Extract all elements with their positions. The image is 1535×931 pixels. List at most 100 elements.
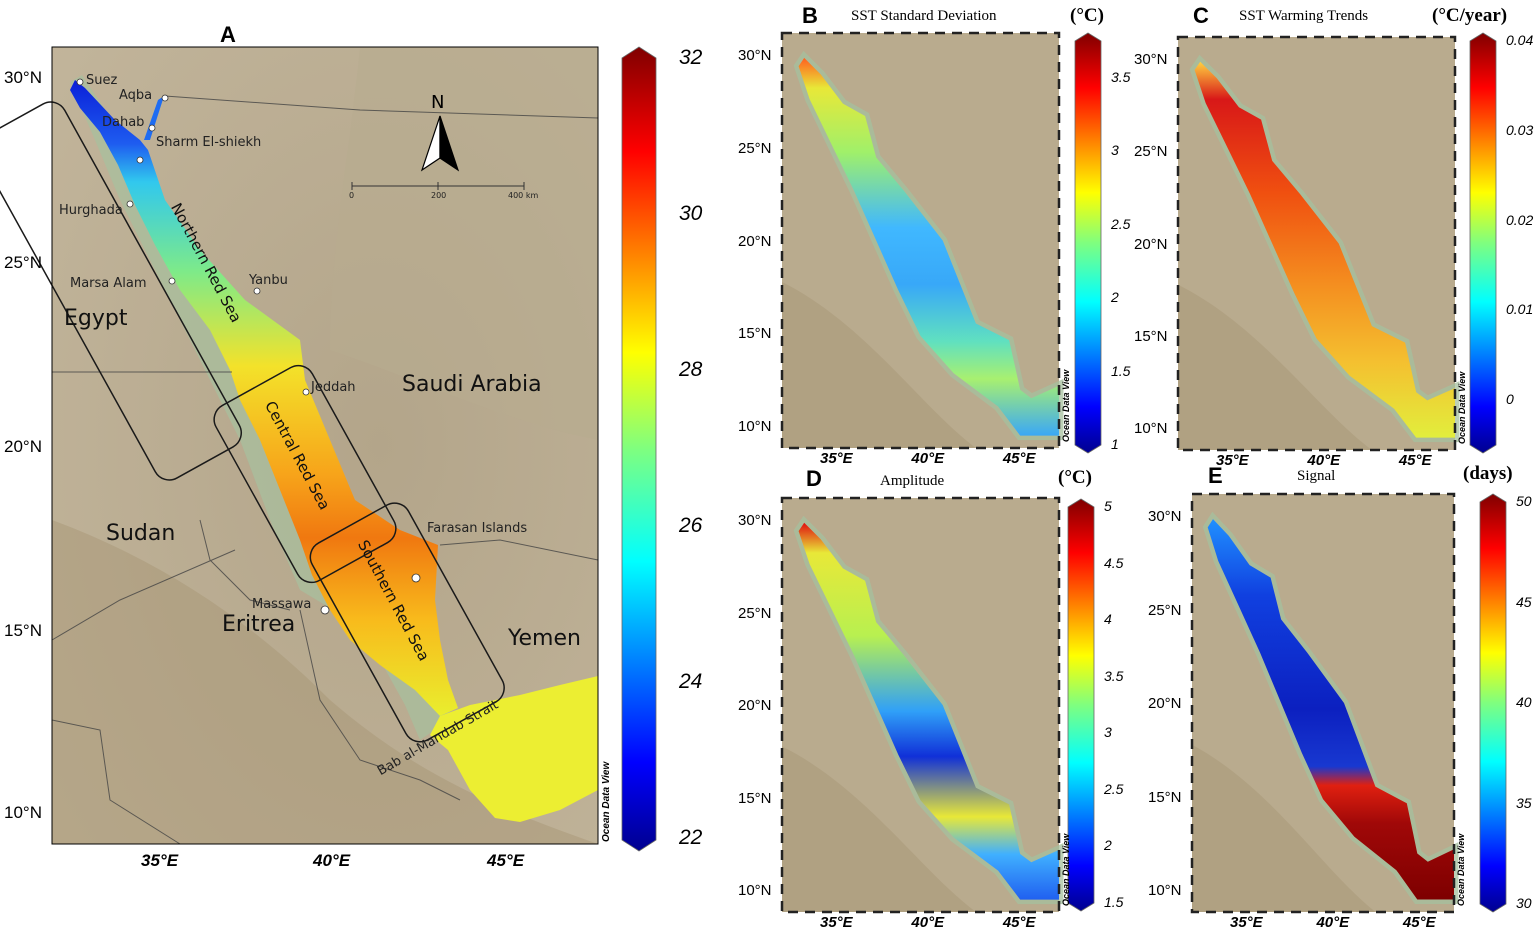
- panel-a-colorbar: [621, 46, 657, 852]
- place-suez: Suez: [86, 73, 118, 88]
- panel-c-lat-3: 15°N: [1134, 327, 1168, 345]
- panel-e-cbar-tick-4: 30: [1516, 895, 1532, 911]
- panel-b-map: [780, 31, 1064, 450]
- panel-b-cbar-tick-2: 2.5: [1111, 215, 1131, 232]
- place-massawa: Massawa: [252, 597, 312, 612]
- panel-b-cbar-tick-5: 1: [1111, 436, 1119, 452]
- panel-b-cbar-tick-0: 3.5: [1111, 68, 1131, 85]
- panel-a-lat-10: 10°N: [4, 803, 42, 822]
- panel-a-map: [0, 46, 599, 845]
- place-hurghada: Hurghada: [59, 203, 123, 218]
- panel-d-unit: (°C): [1058, 467, 1092, 488]
- country-eritrea: Eritrea: [222, 612, 296, 637]
- panel-d-title: Amplitude: [880, 473, 945, 489]
- panel-a-highlands: [52, 520, 598, 844]
- panel-d-lat-0: 30°N: [738, 512, 772, 529]
- panel-d-highlands: [782, 746, 976, 912]
- panel-c-lat-1: 25°N: [1134, 143, 1168, 161]
- panel-e-lon-1: 40°E: [1316, 914, 1350, 931]
- panel-e-red-sea: [1207, 519, 1454, 900]
- panel-b-frame: [780, 31, 1061, 450]
- panel-a-cbar-tick-28: 28: [679, 358, 703, 381]
- panel-b-lat-1: 25°N: [738, 139, 772, 157]
- panel-e-map: [1190, 492, 1459, 914]
- panel-c-colorbar: [1469, 32, 1497, 454]
- panel-e-highlands: [1192, 744, 1376, 912]
- panel-a-letter: A: [220, 22, 236, 47]
- panel-c-unit: (°C/year): [1432, 5, 1508, 26]
- panel-e-letter: E: [1208, 463, 1223, 488]
- panel-b-letter: B: [802, 3, 818, 28]
- panel-e-odv-credit: Ocean Data View: [1456, 833, 1466, 906]
- place-sharm-el-shiekh: Sharm El-shiekh: [156, 135, 262, 150]
- panel-d-lat-1: 25°N: [738, 604, 772, 622]
- panel-a-scale-bar: [351, 182, 525, 190]
- panel-e-lat-3: 15°N: [1148, 788, 1182, 806]
- scale-tick-0: 0: [349, 191, 355, 200]
- region-box-northern: [0, 101, 243, 481]
- panel-c-map: [1176, 35, 1460, 452]
- panel-d-letter: D: [806, 466, 822, 491]
- panel-a-region-boxes: [0, 101, 505, 743]
- panel-e-lat-4: 10°N: [1148, 882, 1182, 899]
- panel-d-lon-0: 35°E: [820, 914, 853, 931]
- panel-a-frame: [51, 46, 599, 845]
- panel-c-lon-2: 45°E: [1398, 452, 1432, 469]
- panel-d-cbar-tick-1: 4.5: [1104, 554, 1124, 571]
- panel-b-cbar-tick-3: 2: [1111, 289, 1119, 306]
- panel-a-lon-45: 45°E: [487, 851, 525, 870]
- panel-a-borders: [51, 95, 599, 845]
- panel-e-cbar-tick-3: 35: [1516, 794, 1532, 811]
- panel-b-lat-2: 20°N: [738, 232, 772, 250]
- place-dahab: Dahab: [102, 115, 145, 130]
- panel-c-cbar-tick-2: 0.02: [1506, 211, 1534, 228]
- panel-b-lon-1: 40°E: [911, 450, 945, 467]
- panel-d-frame: [780, 496, 1061, 914]
- panel-c-lat-0: 30°N: [1134, 51, 1168, 68]
- panel-b-cbar-tick-4: 1.5: [1111, 362, 1131, 379]
- panel-d-odv-credit: Ocean Data View: [1061, 833, 1071, 906]
- panel-e-lon-2: 45°E: [1402, 914, 1436, 931]
- place-yanbu: Yanbu: [249, 273, 288, 288]
- panel-d-cbar-tick-7: 1.5: [1104, 894, 1124, 910]
- panel-b-colorbar: [1074, 32, 1102, 454]
- panel-c-letter: C: [1193, 3, 1209, 28]
- region-box-southern: [309, 502, 505, 743]
- panel-c-cbar-tick-0: 0.04: [1506, 32, 1534, 48]
- place-farasan-islands: Farasan Islands: [427, 521, 528, 536]
- panel-a-cbar-tick-24: 24: [679, 670, 703, 693]
- panel-c-lat-2: 20°N: [1134, 235, 1168, 253]
- panel-d-cbar-tick-3: 3.5: [1104, 667, 1124, 684]
- panel-d-lon-2: 45°E: [1002, 914, 1036, 931]
- panel-a-odv-credit: Ocean Data View: [601, 761, 612, 842]
- panel-c-odv-credit: Ocean Data View: [1457, 371, 1467, 444]
- panel-a-lat-25: 25°N: [4, 253, 42, 272]
- country-saudi-arabia: Saudi Arabia: [402, 372, 542, 397]
- place-aqba: Aqba: [119, 88, 153, 103]
- country-yemen: Yemen: [508, 626, 581, 651]
- panel-b-lon-2: 45°E: [1002, 450, 1036, 467]
- panel-a-lat-30: 30°N: [4, 68, 42, 87]
- scale-tick-200: 200: [431, 191, 447, 200]
- panel-b-odv-credit: Ocean Data View: [1061, 369, 1071, 442]
- country-sudan: Sudan: [106, 521, 176, 546]
- panel-c-red-sea: [1194, 61, 1455, 438]
- panel-a-cbar-tick-32: 32: [679, 46, 703, 69]
- panel-d-red-sea: [798, 522, 1059, 900]
- panel-b-lat-3: 15°N: [738, 325, 772, 343]
- panel-d-map: [780, 496, 1064, 914]
- panel-b-lat-0: 30°N: [738, 47, 772, 64]
- panel-b-lon-0: 35°E: [820, 450, 853, 467]
- panel-e-cbar-tick-1: 45: [1516, 593, 1532, 610]
- panel-c-cbar-tick-4: 0: [1506, 391, 1514, 408]
- panel-c-cbar-tick-1: 0.03: [1506, 121, 1534, 138]
- panel-e-lat-0: 30°N: [1148, 508, 1182, 525]
- panel-b-cbar-tick-1: 3: [1111, 142, 1119, 159]
- panel-d-lat-4: 10°N: [738, 882, 772, 899]
- panel-a-north-arrow: [420, 115, 460, 172]
- panel-e-cbar-tick-2: 40: [1516, 694, 1532, 710]
- panel-a-place-markers: [76, 78, 421, 615]
- panel-e-colorbar: [1479, 493, 1507, 913]
- panel-b-highlands: [782, 282, 976, 448]
